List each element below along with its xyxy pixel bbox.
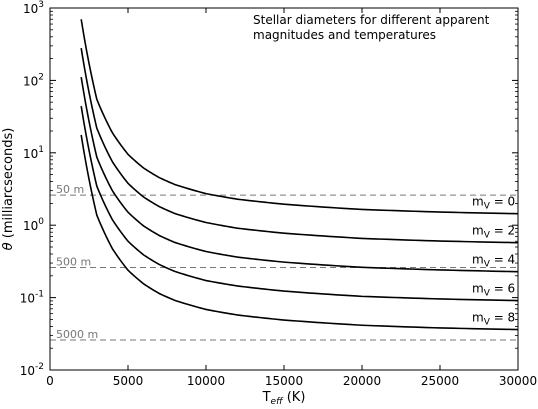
x-tick-label: 20000 [343, 374, 381, 388]
y-tick-label: 102 [23, 72, 44, 88]
chart-title-line: magnitudes and temperatures [253, 28, 436, 42]
series-line [80, 76, 519, 273]
x-axis-ticks: 0 5000 10000 15000 20000 25000 30000 [46, 8, 537, 388]
x-tick-label: 15000 [265, 374, 303, 388]
series-label: mV = 0 [472, 195, 515, 212]
series-label: mV = 4 [472, 253, 515, 270]
x-tick-label: 30000 [499, 374, 537, 388]
series-line [80, 19, 519, 215]
reference-lines: 50 m 500 m 5000 m [50, 183, 518, 341]
series-line [80, 105, 519, 302]
x-tick-label: 0 [46, 374, 54, 388]
y-axis-ticks: 10-2 10-1 100 101 102 103 [20, 0, 518, 378]
x-tick-label: 10000 [187, 374, 225, 388]
reference-line-label: 500 m [56, 256, 91, 269]
reference-line-label: 5000 m [56, 328, 98, 341]
x-tick-label: 25000 [421, 374, 459, 388]
plot-background [50, 8, 518, 370]
reference-line-label: 50 m [56, 183, 84, 196]
series-label: mV = 8 [472, 311, 515, 328]
series-label: mV = 6 [472, 282, 515, 299]
series-curves [80, 19, 519, 331]
x-axis-label: Teff (K) [262, 390, 306, 407]
chart-title-line: Stellar diameters for different apparent [253, 13, 490, 27]
y-tick-label: 10-2 [20, 362, 44, 378]
chart-title: Stellar diameters for different apparent… [253, 13, 490, 42]
series-label: mV = 2 [472, 224, 515, 241]
y-tick-label: 10-1 [20, 290, 44, 306]
series-line [80, 134, 519, 331]
y-axis-label: θ (milliarcseconds) [1, 128, 16, 251]
series-line [80, 48, 519, 244]
y-tick-label: 103 [23, 0, 44, 16]
y-tick-label: 101 [23, 145, 44, 161]
series-labels: mV = 0 mV = 2 mV = 4 mV = 6 mV = 8 [472, 195, 515, 328]
y-axis-label-text: θ (milliarcseconds) [1, 128, 16, 251]
x-axis-label-text: Teff (K) [262, 390, 306, 407]
x-tick-label: 5000 [113, 374, 144, 388]
y-tick-label: 100 [23, 217, 44, 233]
